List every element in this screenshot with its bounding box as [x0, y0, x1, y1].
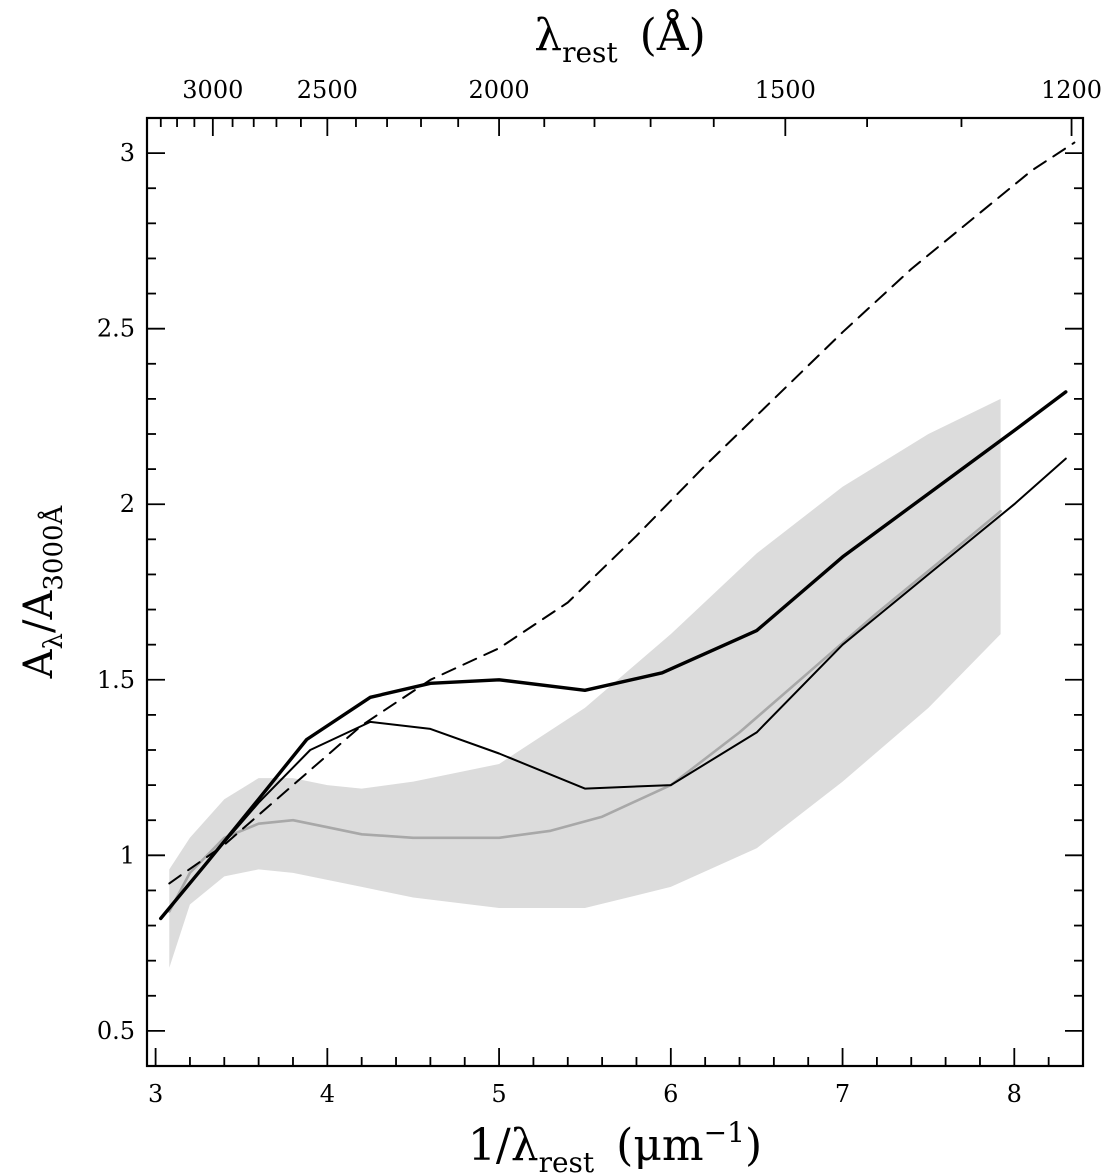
- y-axis-title-slash: /A: [16, 590, 62, 633]
- plot-frame: [145, 116, 1085, 1068]
- x-axis-title-sub: rest: [539, 1146, 595, 1175]
- y-tick-label: 3: [120, 139, 135, 167]
- x-tick-label: 3: [148, 1080, 163, 1108]
- x-axis-title-sup: −1: [704, 1116, 745, 1149]
- y-axis-title-main: A: [16, 648, 62, 679]
- y-tick-label: 1.5: [97, 666, 135, 694]
- top-axis-title-main: λ: [534, 10, 562, 61]
- top-axis-title-sub: rest: [562, 36, 618, 69]
- axis-ticks: 3 4 5 6 7 8 0.5 1 1.5 2 2.5 3 3000 2500 2000 1500 1200: [97, 76, 1102, 1108]
- y-tick-label: 0.5: [97, 1017, 135, 1045]
- top-tick-label: 1200: [1041, 76, 1102, 104]
- y-tick-label: 2: [120, 490, 135, 518]
- series-line-gray-mean: [168, 509, 1002, 913]
- x-tick-label: 7: [835, 1080, 850, 1108]
- series-line-dashed: [168, 141, 1076, 885]
- y-tick-label: 1: [120, 841, 135, 869]
- uncertainty-band: [169, 398, 1001, 968]
- top-tick-label: 1500: [755, 76, 816, 104]
- y-axis-title: Aλ/A3000Å: [16, 504, 69, 679]
- y-axis-title-sub1: λ: [39, 633, 69, 649]
- x-tick-label: 6: [663, 1080, 678, 1108]
- x-axis-title-main: 1/λ: [468, 1120, 539, 1171]
- x-axis-title-close: ): [745, 1120, 762, 1171]
- top-tick-label: 2000: [469, 76, 530, 104]
- x-axis-title: 1/λrest (μm−1): [468, 1116, 762, 1175]
- x-tick-label: 4: [320, 1080, 335, 1108]
- x-tick-label: 8: [1007, 1080, 1022, 1108]
- x-tick-label: 5: [491, 1080, 506, 1108]
- series-line-thin-solid: [163, 457, 1067, 916]
- y-axis-title-sub2: 3000Å: [37, 504, 69, 590]
- y-tick-label: 2.5: [97, 315, 135, 343]
- top-axis-title-unit: (Å): [640, 8, 706, 61]
- series-line-thick-solid: [158, 390, 1068, 921]
- top-tick-label: 3000: [182, 76, 243, 104]
- plot-area: [158, 141, 1076, 968]
- top-tick-label: 2500: [297, 76, 358, 104]
- top-axis-title: λrest (Å): [534, 8, 706, 69]
- x-axis-title-unit: (μm: [616, 1120, 703, 1171]
